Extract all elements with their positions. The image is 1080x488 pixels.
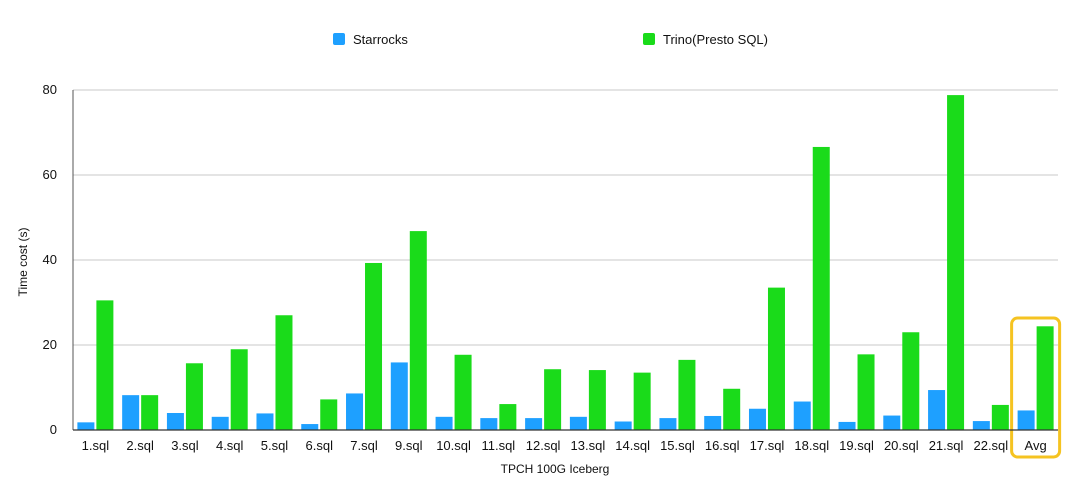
y-tick-label: 40 — [43, 252, 57, 267]
bar-starrocks-18.sql — [793, 401, 811, 430]
bar-starrocks-1.sql — [77, 422, 95, 430]
bar-starrocks-7.sql — [346, 393, 364, 430]
x-tick-label: 5.sql — [261, 438, 289, 453]
bar-trino-7.sql — [365, 262, 383, 430]
bar-starrocks-21.sql — [928, 390, 946, 430]
bar-trino-11.sql — [499, 404, 517, 430]
bar-starrocks-10.sql — [435, 416, 453, 430]
x-tick-label: 13.sql — [571, 438, 606, 453]
bar-trino-2.sql — [141, 395, 159, 430]
x-tick-label: 10.sql — [436, 438, 471, 453]
x-tick-label: 20.sql — [884, 438, 919, 453]
bar-trino-22.sql — [991, 404, 1009, 430]
x-tick-label: 16.sql — [705, 438, 740, 453]
bar-starrocks-4.sql — [211, 416, 229, 430]
x-tick-label: 19.sql — [839, 438, 874, 453]
x-tick-label: 2.sql — [126, 438, 154, 453]
x-tick-label: 1.sql — [82, 438, 110, 453]
bar-starrocks-15.sql — [659, 418, 677, 430]
x-tick-label: 15.sql — [660, 438, 695, 453]
x-tick-label: Avg — [1025, 438, 1047, 453]
bar-trino-18.sql — [812, 146, 830, 430]
bar-starrocks-9.sql — [390, 362, 408, 430]
bar-trino-14.sql — [633, 372, 651, 430]
x-tick-label: 21.sql — [929, 438, 964, 453]
x-tick-label: 14.sql — [615, 438, 650, 453]
y-tick-label: 20 — [43, 337, 57, 352]
x-tick-label: 17.sql — [750, 438, 785, 453]
x-axis-label: TPCH 100G Iceberg — [501, 462, 610, 476]
bar-starrocks-6.sql — [301, 424, 319, 430]
bar-trino-15.sql — [678, 359, 696, 430]
bar-starrocks-12.sql — [525, 418, 543, 430]
bar-starrocks-20.sql — [883, 415, 901, 430]
x-tick-label: 22.sql — [973, 438, 1008, 453]
bar-trino-13.sql — [588, 370, 606, 430]
x-axis: 1.sql 2.sql 3.sql 4.sql 5.sql 6.sql 7.sql 9.sql… — [73, 316, 1062, 459]
bar-starrocks-22.sql — [972, 421, 990, 430]
bar-trino-Avg — [1036, 326, 1054, 430]
bar-trino-16.sql — [723, 388, 741, 430]
bar-trino-1.sql — [96, 300, 114, 430]
bar-trino-17.sql — [767, 287, 785, 430]
legend-swatch-starrocks — [333, 33, 345, 45]
bar-starrocks-3.sql — [166, 413, 184, 430]
bar-starrocks-19.sql — [838, 421, 856, 430]
x-tick-label: 9.sql — [395, 438, 423, 453]
bar-starrocks-17.sql — [748, 408, 766, 430]
grid-lines — [73, 89, 1058, 346]
x-tick-label: 18.sql — [794, 438, 829, 453]
bar-starrocks-16.sql — [704, 415, 722, 430]
y-tick-label: 60 — [43, 167, 57, 182]
bar-trino-5.sql — [275, 315, 293, 430]
bar-trino-21.sql — [947, 95, 965, 430]
x-tick-label: 11.sql — [481, 438, 515, 453]
bars — [77, 95, 1054, 430]
bar-trino-19.sql — [857, 354, 875, 430]
legend-trino: Trino(Presto SQL) — [643, 30, 768, 48]
x-tick-label: 3.sql — [171, 438, 199, 453]
x-tick-label: 6.sql — [306, 438, 334, 453]
y-axis: 0 20 40 60 80 — [43, 82, 74, 437]
y-axis-label: Time cost (s) — [16, 228, 30, 297]
bar-trino-6.sql — [320, 399, 338, 430]
highlight-box-Avg — [1010, 316, 1062, 459]
bar-trino-9.sql — [409, 231, 427, 430]
bar-trino-10.sql — [454, 354, 472, 430]
y-tick-label: 80 — [43, 82, 57, 97]
bar-starrocks-14.sql — [614, 421, 632, 430]
bar-trino-4.sql — [230, 349, 248, 430]
bar-trino-20.sql — [902, 332, 920, 430]
x-tick-label: 4.sql — [216, 438, 244, 453]
bar-starrocks-Avg — [1017, 410, 1035, 430]
x-tick-label: 7.sql — [350, 438, 378, 453]
bar-trino-12.sql — [544, 369, 562, 430]
legend-swatch-trino — [643, 33, 655, 45]
bar-starrocks-11.sql — [480, 418, 498, 430]
legend-label-starrocks: Starrocks — [353, 31, 408, 47]
bar-starrocks-13.sql — [569, 416, 587, 430]
bar-trino-3.sql — [185, 363, 203, 430]
legend-starrocks: Starrocks — [333, 30, 408, 48]
x-tick-label: 12.sql — [526, 438, 561, 453]
legend-label-trino: Trino(Presto SQL) — [663, 31, 768, 47]
y-tick-label: 0 — [50, 422, 57, 437]
bar-starrocks-2.sql — [122, 395, 140, 430]
bar-starrocks-5.sql — [256, 413, 274, 430]
